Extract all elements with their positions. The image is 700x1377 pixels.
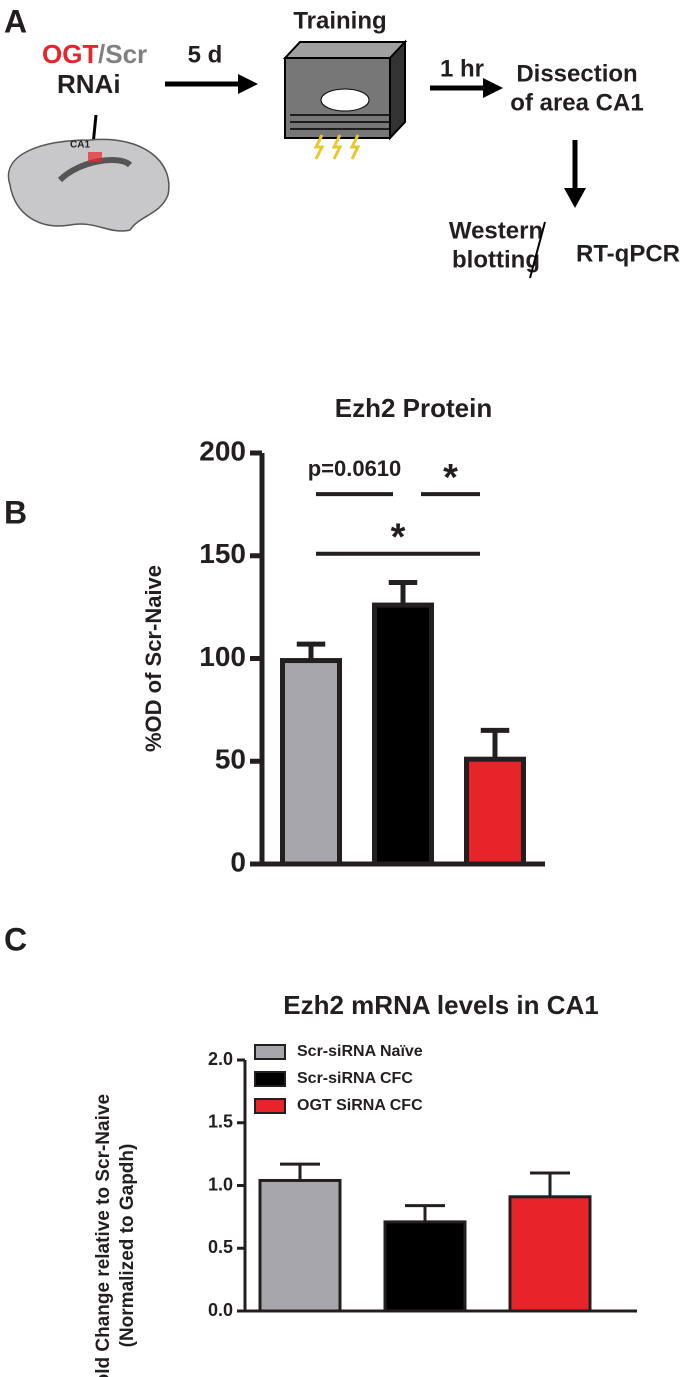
y-axis-label: Fold Change relative to Scr-Naive xyxy=(93,1094,114,1377)
bar xyxy=(258,1178,342,1313)
y-tick-label: 100 xyxy=(199,641,246,672)
mouse xyxy=(320,88,370,112)
label-1hr: 1 hr xyxy=(440,55,484,82)
significance-label: * xyxy=(391,517,406,559)
panel-label: C xyxy=(4,921,27,957)
shocks xyxy=(313,134,361,160)
label-western: blotting xyxy=(452,246,540,273)
box-top xyxy=(282,41,408,59)
panel-label: B xyxy=(4,494,27,530)
label-ogt: OGT xyxy=(42,39,98,69)
panel-label: A xyxy=(4,3,27,39)
label-rtqpcr: RT-qPCR xyxy=(576,240,680,267)
bar xyxy=(508,1195,592,1313)
label-scr: /Scr xyxy=(98,39,147,69)
y-tick-label: 200 xyxy=(199,435,246,466)
arrow-head xyxy=(564,188,586,208)
chart-title: Ezh2 mRNA levels in CA1 xyxy=(283,990,598,1020)
arrow-head xyxy=(238,74,258,94)
injection-site xyxy=(88,152,102,162)
legend-swatch xyxy=(254,1098,286,1114)
y-tick-label: 0.5 xyxy=(208,1237,233,1257)
diagram: OGT /Scr RNAi CA1 5 d Training 1 hr Diss… xyxy=(7,7,680,279)
label-dissection: of area CA1 xyxy=(510,89,643,116)
legend-swatch xyxy=(254,1044,286,1060)
grid-floor xyxy=(290,114,390,130)
y-tick-label: 2.0 xyxy=(208,1049,233,1069)
y-tick-label: 150 xyxy=(199,538,246,569)
y-axis-label: (Normalized to Gapdh) xyxy=(117,1144,138,1348)
bar xyxy=(464,756,526,867)
bar xyxy=(280,658,342,867)
y-tick-label: 0.0 xyxy=(208,1300,233,1320)
y-tick-label: 50 xyxy=(215,744,246,775)
y-tick-label: 0 xyxy=(230,846,246,877)
legend-label: Scr-siRNA CFC xyxy=(297,1070,413,1087)
label-western: Western xyxy=(449,217,543,244)
chart-title: Ezh2 Protein xyxy=(335,393,492,423)
label-5d: 5 d xyxy=(188,41,223,68)
legend-label: OGT SiRNA CFC xyxy=(297,1097,423,1114)
legend-swatch xyxy=(254,1071,286,1087)
label-training: Training xyxy=(293,7,386,34)
slash xyxy=(529,221,546,279)
legend-label: Scr-siRNA Naïve xyxy=(297,1043,423,1060)
y-tick-label: 1.0 xyxy=(208,1174,233,1194)
label-dissection: Dissection xyxy=(516,60,637,87)
significance-label: * xyxy=(443,457,458,499)
bar xyxy=(372,602,434,867)
label-ca1: CA1 xyxy=(70,140,90,151)
arrow-head xyxy=(483,78,503,98)
y-axis-label: %OD of Scr-Naive xyxy=(141,565,166,752)
label-rnai: RNAi xyxy=(57,69,121,99)
y-tick-label: 1.5 xyxy=(208,1112,233,1132)
bar xyxy=(383,1220,467,1313)
significance-label: p=0.0610 xyxy=(308,456,402,481)
box-side xyxy=(389,39,406,141)
